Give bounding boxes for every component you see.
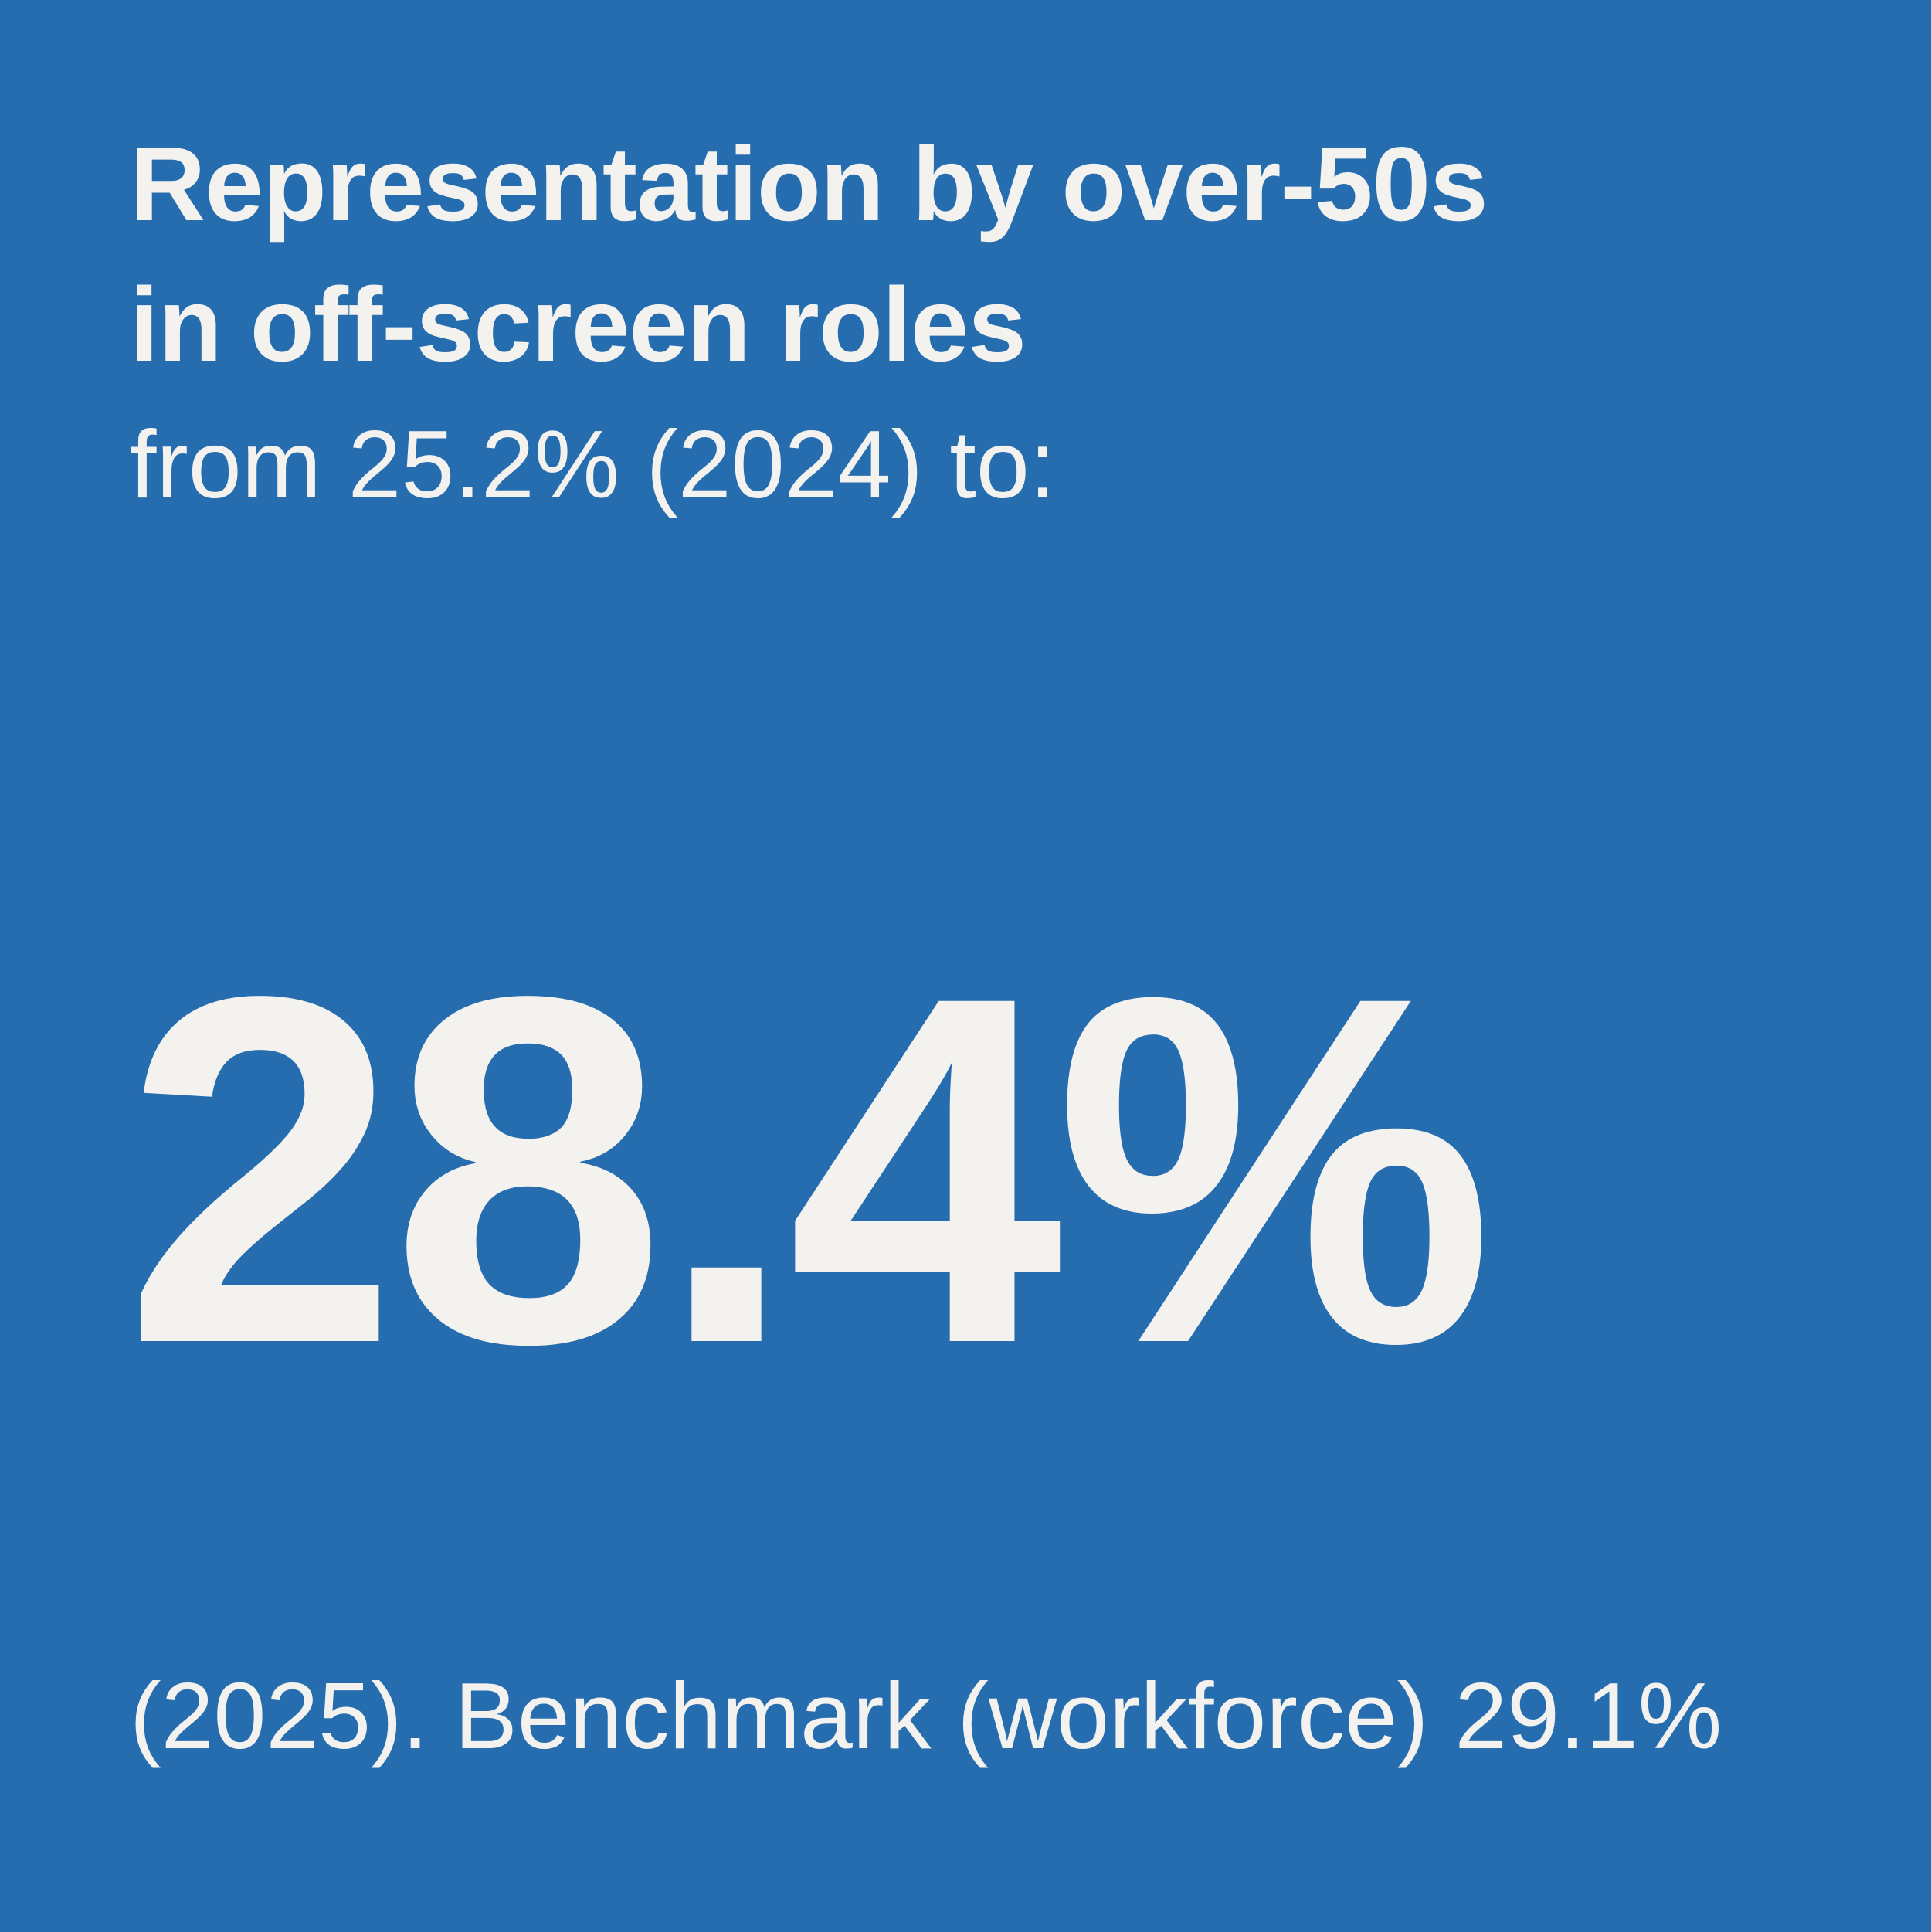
title-line: Representation by over-50s xyxy=(130,125,1488,243)
intro-text: from 25.2% (2024) to: xyxy=(130,412,1057,518)
title-line: in off-screen roles xyxy=(130,266,1027,383)
footnote: (2025). Benchmark (workforce) 29.1% xyxy=(130,1663,1722,1768)
headline-figure: 28.4% xyxy=(124,894,1495,1446)
